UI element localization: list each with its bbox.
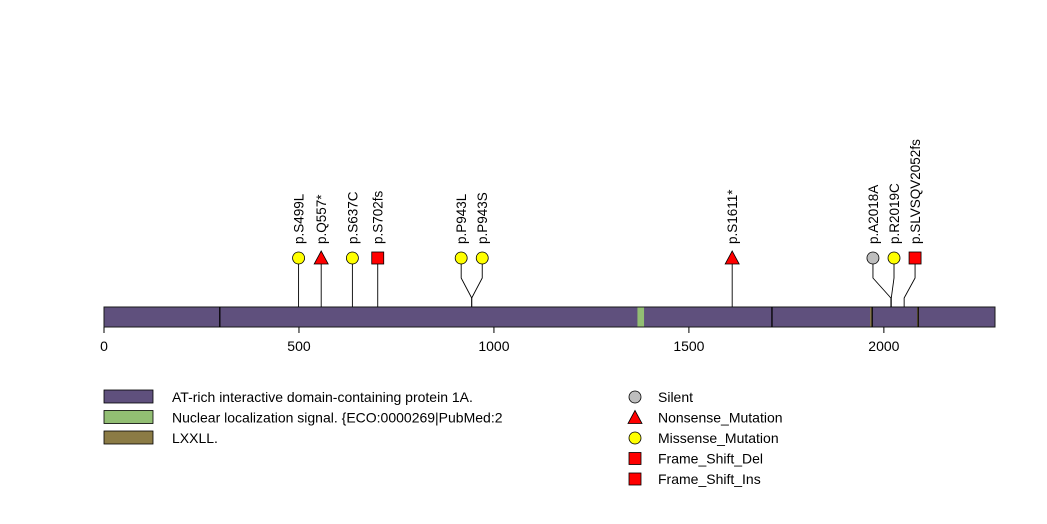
mutation-marker-3 xyxy=(371,251,385,265)
mutation-legend-marker-3 xyxy=(628,452,642,465)
axis-tick-label-1000: 1000 xyxy=(478,338,509,354)
mutation-label-3: p.S702fs xyxy=(371,190,386,244)
domain-1 xyxy=(637,307,645,327)
mutation-marker-9 xyxy=(908,251,922,265)
domain-2 xyxy=(870,307,873,327)
mutation-marker-5 xyxy=(475,251,489,265)
domain-legend-label-2: LXXLL. xyxy=(172,430,218,446)
domain-legend-swatch-0 xyxy=(103,389,154,404)
mutation-stem-7 xyxy=(872,258,892,307)
mutation-marker-2 xyxy=(345,251,359,265)
domain-legend-label-1: Nuclear localization signal. {ECO:000026… xyxy=(172,410,503,426)
mutation-marker-4 xyxy=(454,251,468,265)
mutation-marker-1 xyxy=(313,250,329,265)
mutation-legend-label-0: Silent xyxy=(658,389,693,405)
mutation-legend: Silent Nonsense_Mutation Missense_Mutation… xyxy=(627,389,783,487)
mutation-lollipops: p.S499L p.Q557* p.S637C p.S702fs p.P943L p.P9… xyxy=(292,139,923,307)
axis-tick-label-500: 500 xyxy=(287,338,311,354)
mutation-stem-4 xyxy=(460,258,473,307)
mutation-legend-label-3: Frame_Shift_Del xyxy=(658,451,763,467)
mutation-legend-marker-0 xyxy=(628,390,642,404)
domain-legend-swatch-1 xyxy=(103,410,154,424)
mutation-legend-label-2: Missense_Mutation xyxy=(658,430,779,446)
mutation-marker-7 xyxy=(866,251,880,265)
mutation-label-9: p.SLVSQV2052fs xyxy=(908,139,923,244)
mutation-label-1: p.Q557* xyxy=(314,194,329,244)
mutation-legend-marker-1 xyxy=(627,409,643,424)
domain-legend-label-0: AT-rich interactive domain-containing pr… xyxy=(172,389,473,405)
mutation-label-0: p.S499L xyxy=(292,193,307,244)
axis-tick-label-0: 0 xyxy=(100,338,108,354)
mutation-marker-8 xyxy=(887,251,901,265)
mutation-label-7: p.A2018A xyxy=(866,185,881,244)
mutation-legend-label-1: Nonsense_Mutation xyxy=(658,410,783,426)
mutation-legend-marker-2 xyxy=(628,431,642,445)
mutation-label-4: p.P943L xyxy=(454,193,469,244)
protein-domains xyxy=(103,306,996,328)
axis-tick-label-1500: 1500 xyxy=(673,338,704,354)
mutation-label-6: p.S1611* xyxy=(725,189,740,244)
mutation-legend-marker-4 xyxy=(628,472,642,486)
position-axis: 0 500 1000 1500 2000 xyxy=(100,327,900,354)
domain-legend-swatch-2 xyxy=(103,430,154,445)
protein-outline xyxy=(103,306,996,328)
domain-0 xyxy=(104,307,995,327)
mutation-stem-9 xyxy=(903,258,916,307)
mutation-legend-label-4: Frame_Shift_Ins xyxy=(658,471,761,487)
mutation-stem-5 xyxy=(471,258,483,307)
mutation-label-5: p.P943S xyxy=(475,192,490,244)
mutation-marker-6 xyxy=(724,250,740,265)
mutation-stem-8 xyxy=(890,258,895,307)
mutation-marker-0 xyxy=(292,251,305,265)
mutation-label-8: p.R2019C xyxy=(887,183,902,244)
mutation-label-2: p.S637C xyxy=(345,191,360,244)
domain-legend: AT-rich interactive domain-containing pr… xyxy=(103,389,503,446)
axis-tick-label-2000: 2000 xyxy=(868,338,899,354)
